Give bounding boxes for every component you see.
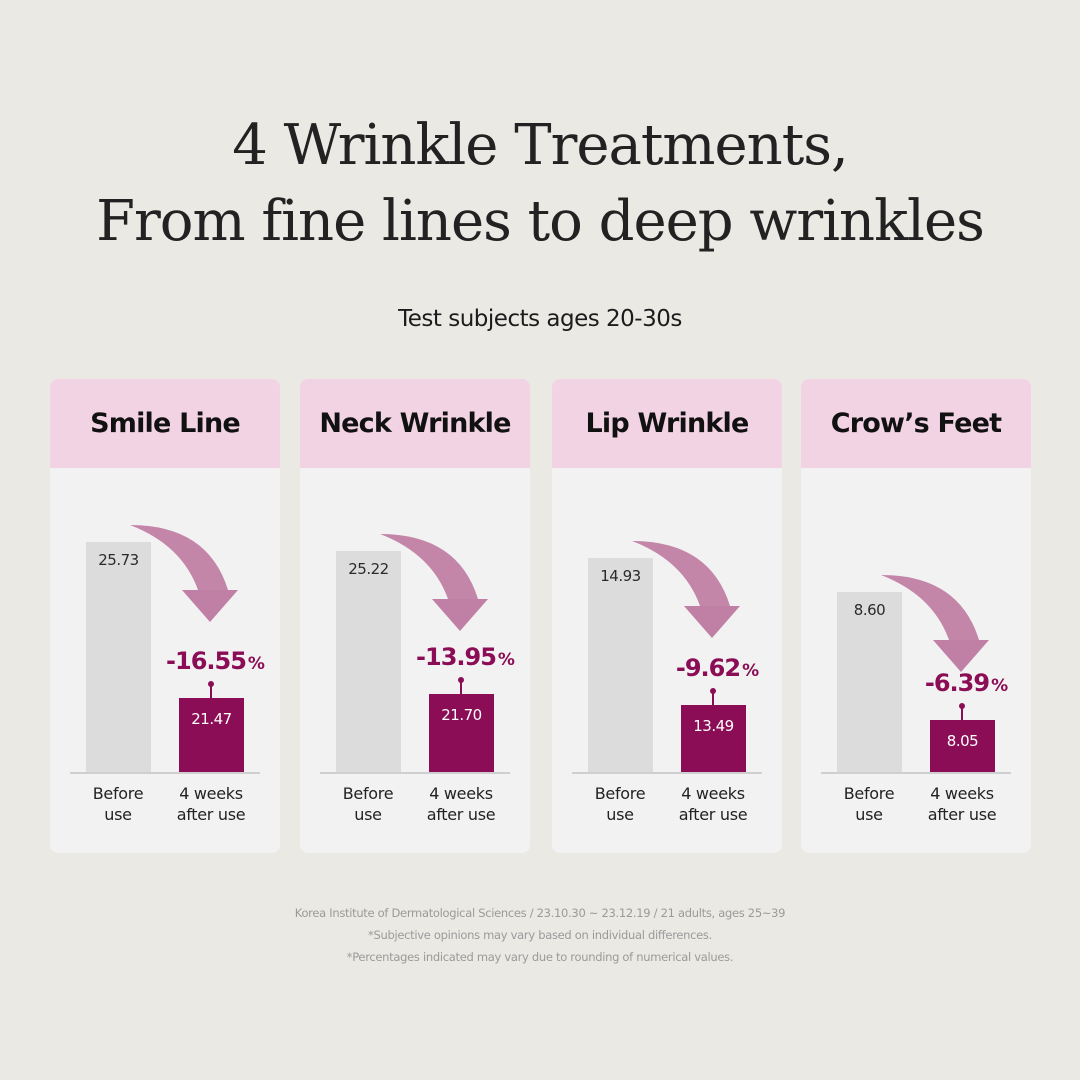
x-label-line: after use (426, 805, 496, 824)
chart-card: Smile Line 25.73 -16.55% 21.47 Before us… (50, 379, 280, 853)
bar-value-label: 25.22 (348, 560, 389, 578)
percent-change: -16.55% (150, 647, 280, 675)
title-line-1: 4 Wrinkle Treatments, (232, 113, 849, 178)
chart-card: Crow’s Feet 8.60 -6.39% 8.05 Before use … (801, 379, 1031, 853)
percent-change: -13.95% (400, 643, 530, 671)
footnote-source: Korea Institute of Dermatological Scienc… (294, 906, 786, 920)
x-axis-line (821, 772, 1011, 774)
footnotes: Korea Institute of Dermatological Scienc… (0, 902, 1080, 968)
x-label-after: 4 weeks after use (406, 783, 516, 825)
bar-before: 8.60 (837, 592, 902, 772)
x-label-line: 4 weeks (179, 784, 243, 803)
x-label-line: use (606, 805, 634, 824)
x-axis-line (70, 772, 260, 774)
bar-before: 25.73 (86, 542, 151, 772)
chart-title: Lip Wrinkle (552, 379, 782, 468)
x-label-after: 4 weeks after use (658, 783, 768, 825)
bar-value-label: 21.47 (191, 710, 232, 728)
x-label-line: Before (92, 784, 144, 803)
marker-pin (959, 703, 965, 720)
x-label-line: Before (594, 784, 646, 803)
x-label-line: 4 weeks (681, 784, 745, 803)
percent-value: -16.55 (166, 647, 247, 675)
x-label-line: after use (678, 805, 748, 824)
marker-pin (458, 677, 464, 694)
bar-value-label: 8.60 (853, 601, 886, 619)
subtitle: Test subjects ages 20-30s (398, 306, 682, 332)
x-label-after: 4 weeks after use (156, 783, 266, 825)
percent-value: -6.39 (924, 669, 990, 697)
bar-before: 25.22 (336, 551, 401, 772)
percent-change: -9.62% (652, 654, 782, 682)
bar-value-label: 8.05 (946, 732, 979, 750)
bar-after: 13.49 (681, 705, 746, 772)
bar-before: 14.93 (588, 558, 653, 772)
chart-title: Neck Wrinkle (300, 379, 530, 468)
bar-value-label: 21.70 (441, 706, 482, 724)
x-label-line: use (855, 805, 883, 824)
footnote-disclaimer: *Subjective opinions may vary based on i… (368, 928, 712, 942)
x-label-before: Before use (63, 783, 173, 825)
x-label-before: Before use (313, 783, 423, 825)
down-arrow-icon (632, 541, 740, 638)
marker-pin (710, 688, 716, 705)
x-label-line: use (104, 805, 132, 824)
x-label-line: Before (843, 784, 895, 803)
x-label-line: after use (176, 805, 246, 824)
percent-unit: % (247, 654, 265, 674)
x-label-line: 4 weeks (930, 784, 994, 803)
x-label-line: after use (927, 805, 997, 824)
chart-card: Lip Wrinkle 14.93 -9.62% 13.49 Before us… (552, 379, 782, 853)
page-title: 4 Wrinkle Treatments, From fine lines to… (0, 108, 1080, 260)
chart-title: Crow’s Feet (801, 379, 1031, 468)
bar-value-label: 25.73 (98, 551, 139, 569)
title-line-2: From fine lines to deep wrinkles (96, 189, 985, 254)
x-label-line: Before (342, 784, 394, 803)
chart-card: Neck Wrinkle 25.22 -13.95% 21.70 Before … (300, 379, 530, 853)
x-label-line: use (354, 805, 382, 824)
x-label-before: Before use (565, 783, 675, 825)
percent-unit: % (991, 676, 1008, 696)
down-arrow-icon (380, 534, 488, 631)
bar-after: 21.47 (179, 698, 244, 772)
x-axis-line (572, 772, 762, 774)
percent-value: -13.95 (416, 643, 497, 671)
down-arrow-icon (130, 525, 238, 622)
percent-unit: % (742, 661, 759, 681)
footnote-rounding: *Percentages indicated may vary due to r… (346, 950, 734, 964)
x-label-line: 4 weeks (429, 784, 493, 803)
marker-pin (208, 681, 214, 698)
bar-after: 8.05 (930, 720, 995, 772)
percent-value: -9.62 (675, 654, 741, 682)
chart-title: Smile Line (50, 379, 280, 468)
percent-unit: % (497, 650, 515, 670)
x-label-before: Before use (814, 783, 924, 825)
bar-value-label: 13.49 (693, 717, 734, 735)
x-label-after: 4 weeks after use (907, 783, 1017, 825)
bar-after: 21.70 (429, 694, 494, 772)
percent-change: -6.39% (901, 669, 1031, 697)
bar-value-label: 14.93 (600, 567, 641, 585)
down-arrow-icon (881, 575, 989, 672)
x-axis-line (320, 772, 510, 774)
